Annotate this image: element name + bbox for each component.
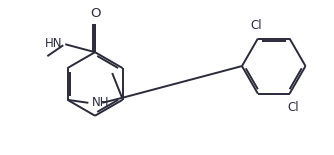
Text: NH: NH bbox=[92, 96, 110, 109]
Text: O: O bbox=[90, 7, 100, 20]
Text: Cl: Cl bbox=[250, 19, 262, 32]
Text: Cl: Cl bbox=[288, 101, 299, 114]
Text: HN: HN bbox=[45, 37, 62, 50]
